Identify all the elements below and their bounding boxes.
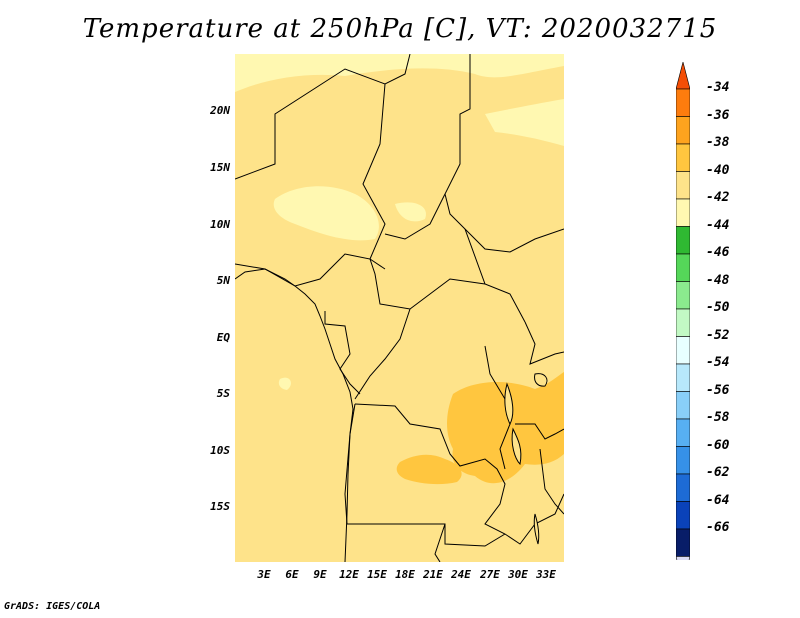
colorbar-label: -58	[706, 410, 730, 425]
chart-title: Temperature at 250hPa [C], VT: 202003271…	[82, 14, 718, 44]
light-zone-west	[273, 186, 379, 241]
colorbar-arrow-top	[676, 62, 690, 90]
colorbar-label: -62	[706, 465, 730, 480]
colorbar-label: -42	[706, 190, 730, 205]
light-zone-northeast	[485, 99, 564, 146]
colorbar-segment	[676, 198, 690, 227]
warm-zone-southeast	[447, 372, 564, 484]
credit-text: GrADS: IGES/COLA	[4, 601, 101, 612]
colorbar-segment	[676, 308, 690, 337]
lat-label-15s: 15S	[210, 500, 230, 513]
colorbar-label: -46	[706, 245, 730, 260]
colorbar-label: -66	[706, 520, 730, 535]
lakes	[504, 373, 548, 545]
colorbar-label: -60	[706, 438, 730, 453]
lat-label-15n: 15N	[210, 161, 230, 174]
colorbar-label: -56	[706, 383, 730, 398]
lon-label-15e: 15E	[367, 568, 387, 581]
colorbar-label: -38	[706, 135, 730, 150]
colorbar-segment	[676, 391, 690, 420]
colorbar-segment	[676, 116, 690, 145]
colorbar-label: -44	[706, 218, 730, 233]
colorbar	[676, 62, 690, 560]
lon-label-27e: 27E	[480, 568, 500, 581]
colorbar-segment	[676, 143, 690, 172]
colorbar-label: -64	[706, 493, 730, 508]
colorbar-segment	[676, 418, 690, 447]
lon-label-9e: 9E	[313, 568, 327, 581]
colorbar-label: -36	[706, 108, 730, 123]
colorbar-segment	[676, 528, 690, 557]
light-zone-south	[278, 377, 291, 390]
lat-label-eq: EQ	[216, 331, 230, 344]
colorbar-segment	[676, 501, 690, 530]
lat-label-20n: 20N	[210, 104, 230, 117]
lon-label-18e: 18E	[395, 568, 415, 581]
coastline	[235, 268, 354, 562]
lat-label-10n: 10N	[210, 218, 230, 231]
colorbar-label: -34	[706, 80, 730, 95]
colorbar-segment	[676, 171, 690, 200]
colorbar-segment	[676, 226, 690, 255]
lon-label-12e: 12E	[339, 568, 359, 581]
colorbar-segment	[676, 446, 690, 475]
lon-label-33e: 33E	[536, 568, 556, 581]
colorbar-segment	[676, 336, 690, 365]
lat-label-5n: 5N	[216, 274, 230, 287]
colorbar-segment	[676, 253, 690, 282]
colorbar-label: -52	[706, 328, 730, 343]
light-zone-north	[235, 54, 564, 92]
colorbar-label: -48	[706, 273, 730, 288]
colorbar-label: -54	[706, 355, 730, 370]
warm-zone-south	[396, 454, 462, 485]
light-zone-center	[395, 202, 426, 222]
map-plot	[235, 54, 564, 562]
colorbar-segment	[676, 281, 690, 310]
lon-label-30e: 30E	[508, 568, 528, 581]
lat-label-10s: 10S	[210, 444, 230, 457]
lon-label-24e: 24E	[451, 568, 471, 581]
lon-label-6e: 6E	[285, 568, 299, 581]
colorbar-segment	[676, 473, 690, 502]
colorbar-label: -40	[706, 163, 730, 178]
colorbar-segment	[676, 88, 690, 117]
lon-label-21e: 21E	[423, 568, 443, 581]
lon-label-3e: 3E	[257, 568, 271, 581]
colorbar-arrow-bottom	[676, 556, 690, 560]
colorbar-label: -50	[706, 300, 730, 315]
colorbar-segment	[676, 363, 690, 392]
lat-label-5s: 5S	[216, 387, 230, 400]
